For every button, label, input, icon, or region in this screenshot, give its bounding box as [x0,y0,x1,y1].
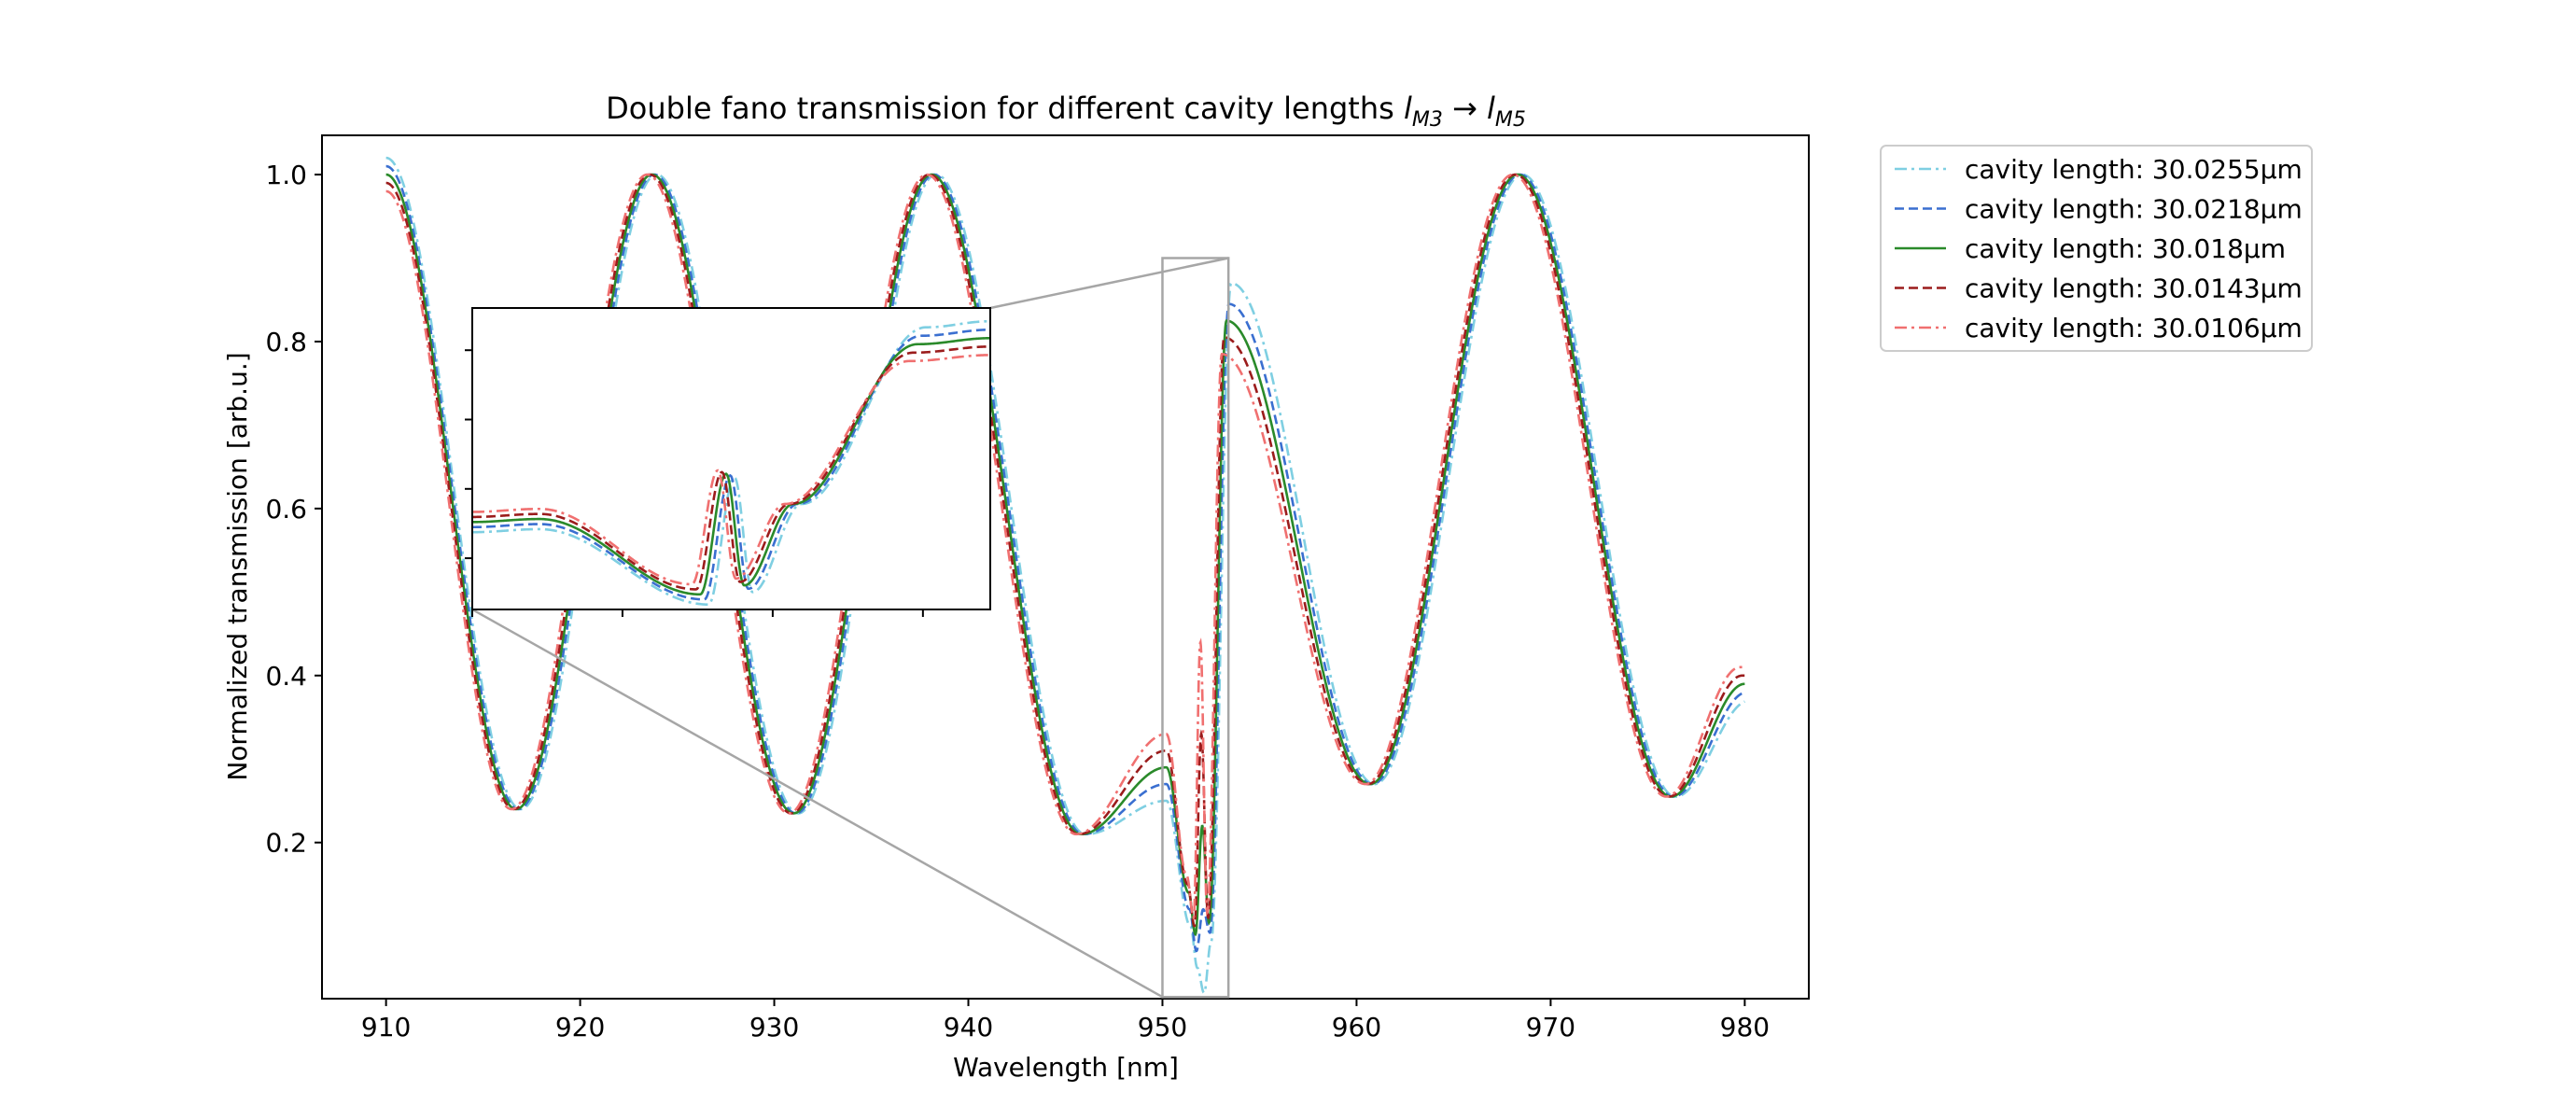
y-tick-label: 0.2 [265,828,307,859]
x-tick-label: 930 [749,1012,799,1043]
series-line-5 [385,173,1745,920]
zoom-connector-bottom [471,608,1164,999]
chart-title: Double fano transmission for different c… [606,91,1526,132]
x-tick-label: 920 [555,1012,605,1043]
inset-series-line-4 [472,345,990,591]
legend-label: cavity length: 30.0255µm [1965,154,2303,185]
inset-ticks [465,349,924,617]
y-tick-label: 0.4 [265,661,307,692]
inset-series-line-3 [472,337,990,596]
series-line-4 [385,173,1745,928]
x-tick-label: 970 [1526,1012,1575,1043]
x-tick-label: 950 [1138,1012,1187,1043]
y-axis: 0.2 0.4 0.6 0.8 1.0 [265,160,322,859]
y-tick-label: 0.6 [265,494,307,525]
inset-background [472,308,990,609]
y-axis-label: Normalized transmission [arb.u.] [222,352,253,780]
series-line-3 [385,173,1745,937]
legend-label: cavity length: 30.0218µm [1965,194,2303,225]
legend-label: cavity length: 30.018µm [1965,233,2286,264]
zoom-rectangle [1161,257,1230,999]
inset-series-line-5 [472,354,990,586]
x-axis-label: Wavelength [nm] [953,1052,1179,1083]
y-tick-label: 1.0 [265,160,307,190]
x-axis: 910 920 930 940 950 960 970 980 [361,999,1770,1043]
y-tick-label: 0.8 [265,327,307,357]
inset-series-line-1 [472,319,990,606]
zoom-connector-top [989,257,1229,310]
x-tick-label: 940 [944,1012,993,1043]
x-tick-label: 960 [1332,1012,1381,1043]
legend-box [1880,145,2313,352]
x-tick-label: 980 [1720,1012,1770,1043]
legend: cavity length: 30.0255µm cavity length: 3… [1880,145,2313,352]
zoom-indicator [471,257,1230,999]
inset-series-line-2 [472,328,990,601]
inset-axes [465,307,991,617]
inset-frame [471,307,991,610]
x-tick-label: 910 [361,1012,411,1043]
legend-label: cavity length: 30.0143µm [1965,273,2303,304]
plot-area [321,134,1810,1000]
inset-series-lines [472,319,990,606]
legend-label: cavity length: 30.0106µm [1965,313,2303,343]
